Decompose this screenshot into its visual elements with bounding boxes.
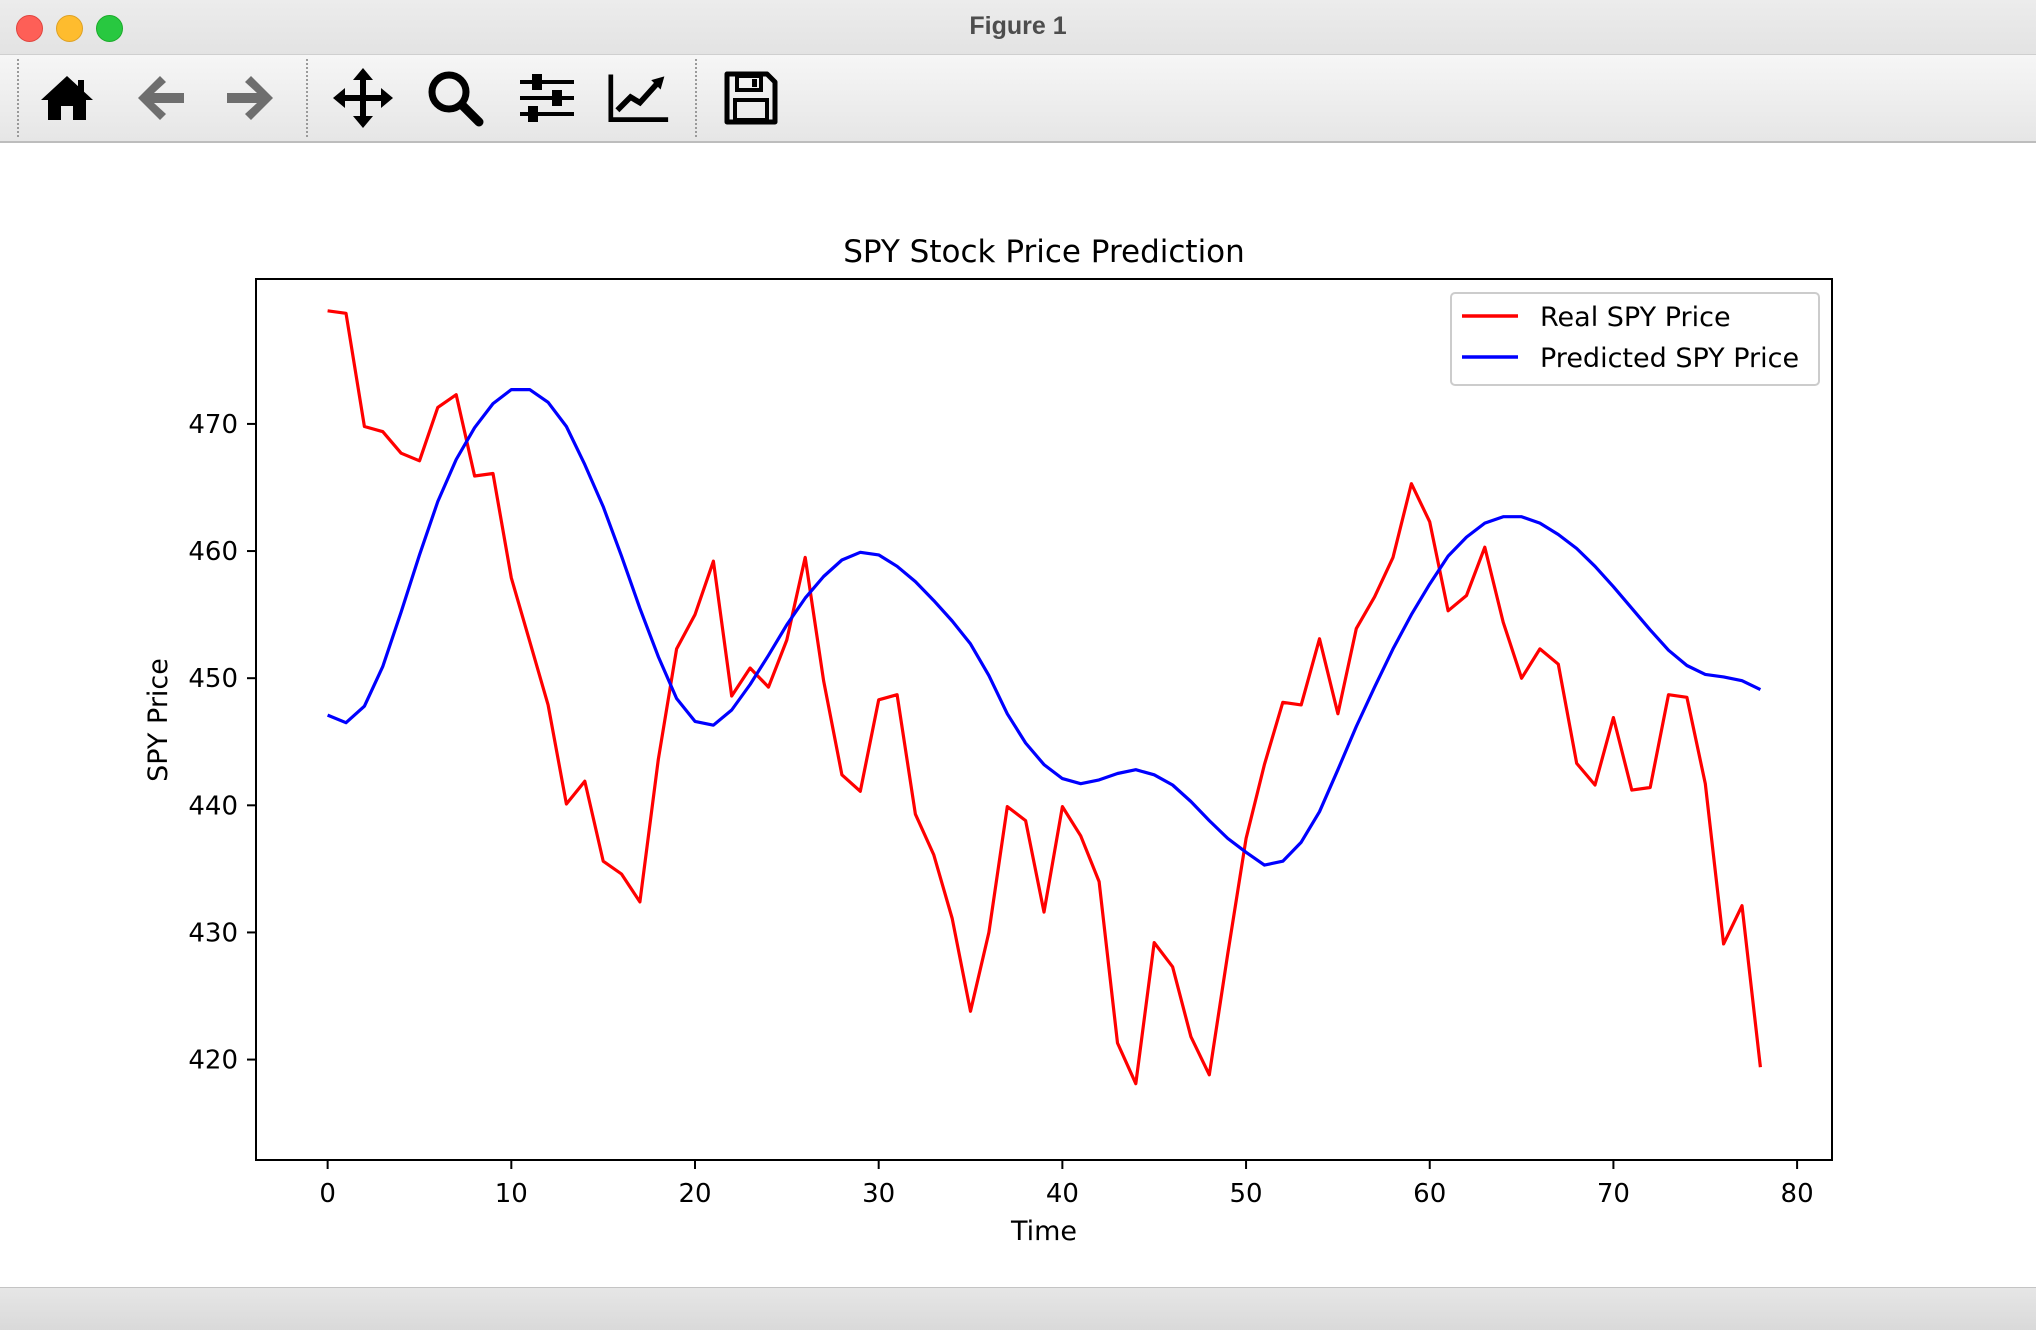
back-button[interactable] <box>130 67 192 129</box>
toolbar-separator <box>306 59 308 137</box>
forward-arrow-icon <box>227 76 273 120</box>
x-tick-label: 10 <box>495 1179 528 1209</box>
x-tick-label: 30 <box>862 1179 895 1209</box>
series-line-real <box>327 309 1762 1086</box>
pan-button[interactable] <box>332 67 394 129</box>
y-tick-label: 430 <box>188 918 238 948</box>
y-tick-label: 470 <box>188 410 238 440</box>
configure-subplots-button[interactable] <box>516 67 578 129</box>
x-tick-label: 0 <box>319 1179 336 1209</box>
y-tick-label: 460 <box>188 537 238 567</box>
x-tick-label: 60 <box>1413 1179 1446 1209</box>
edit-axes-icon <box>608 74 669 122</box>
configure-subplots-icon <box>520 74 574 122</box>
y-tick-label: 440 <box>188 791 238 821</box>
x-tick-label: 80 <box>1781 1179 1814 1209</box>
y-tick-label: 450 <box>188 664 238 694</box>
home-icon <box>41 76 93 120</box>
window-title: Figure 1 <box>969 12 1067 40</box>
y-axis-label: SPY Price <box>143 658 174 782</box>
series-line-predicted <box>326 388 1762 867</box>
toolbar-separator <box>695 59 697 137</box>
figure-canvas[interactable]: SPY Stock Price Prediction 0 10 20 30 40 50 60… <box>0 143 2036 1287</box>
x-tick-label: 40 <box>1046 1179 1079 1209</box>
toolbar-handle[interactable] <box>17 59 19 137</box>
y-tick-label: 420 <box>188 1046 238 1076</box>
edit-axes-button[interactable] <box>608 67 670 129</box>
x-tick-label: 70 <box>1597 1179 1630 1209</box>
navigation-toolbar <box>0 55 2036 143</box>
legend-label-predicted: Predicted SPY Price <box>1540 343 1799 374</box>
chart-title: SPY Stock Price Prediction <box>843 234 1245 270</box>
forward-button[interactable] <box>219 67 281 129</box>
plot-area-frame <box>255 278 1833 1161</box>
zoom-button[interactable] <box>424 67 486 129</box>
x-tick-label: 20 <box>678 1179 711 1209</box>
legend: Real SPY Price Predicted SPY Price <box>1450 292 1820 386</box>
minimize-window-button[interactable] <box>56 15 83 42</box>
back-arrow-icon <box>138 76 184 120</box>
x-tick-label: 50 <box>1230 1179 1263 1209</box>
status-bar <box>0 1287 2036 1330</box>
home-button[interactable] <box>36 67 98 129</box>
legend-box <box>1450 292 1820 386</box>
close-window-button[interactable] <box>16 15 43 42</box>
save-button[interactable] <box>720 67 782 129</box>
zoom-window-button[interactable] <box>96 15 123 42</box>
title-bar: Figure 1 <box>0 0 2036 55</box>
chart-svg: SPY Stock Price Prediction 0 10 20 30 40 50 60… <box>143 234 1833 1247</box>
x-axis-label: Time <box>1010 1216 1077 1247</box>
zoom-icon <box>428 71 484 127</box>
pan-icon <box>333 68 393 128</box>
legend-label-real: Real SPY Price <box>1540 302 1731 333</box>
save-icon <box>724 71 778 125</box>
